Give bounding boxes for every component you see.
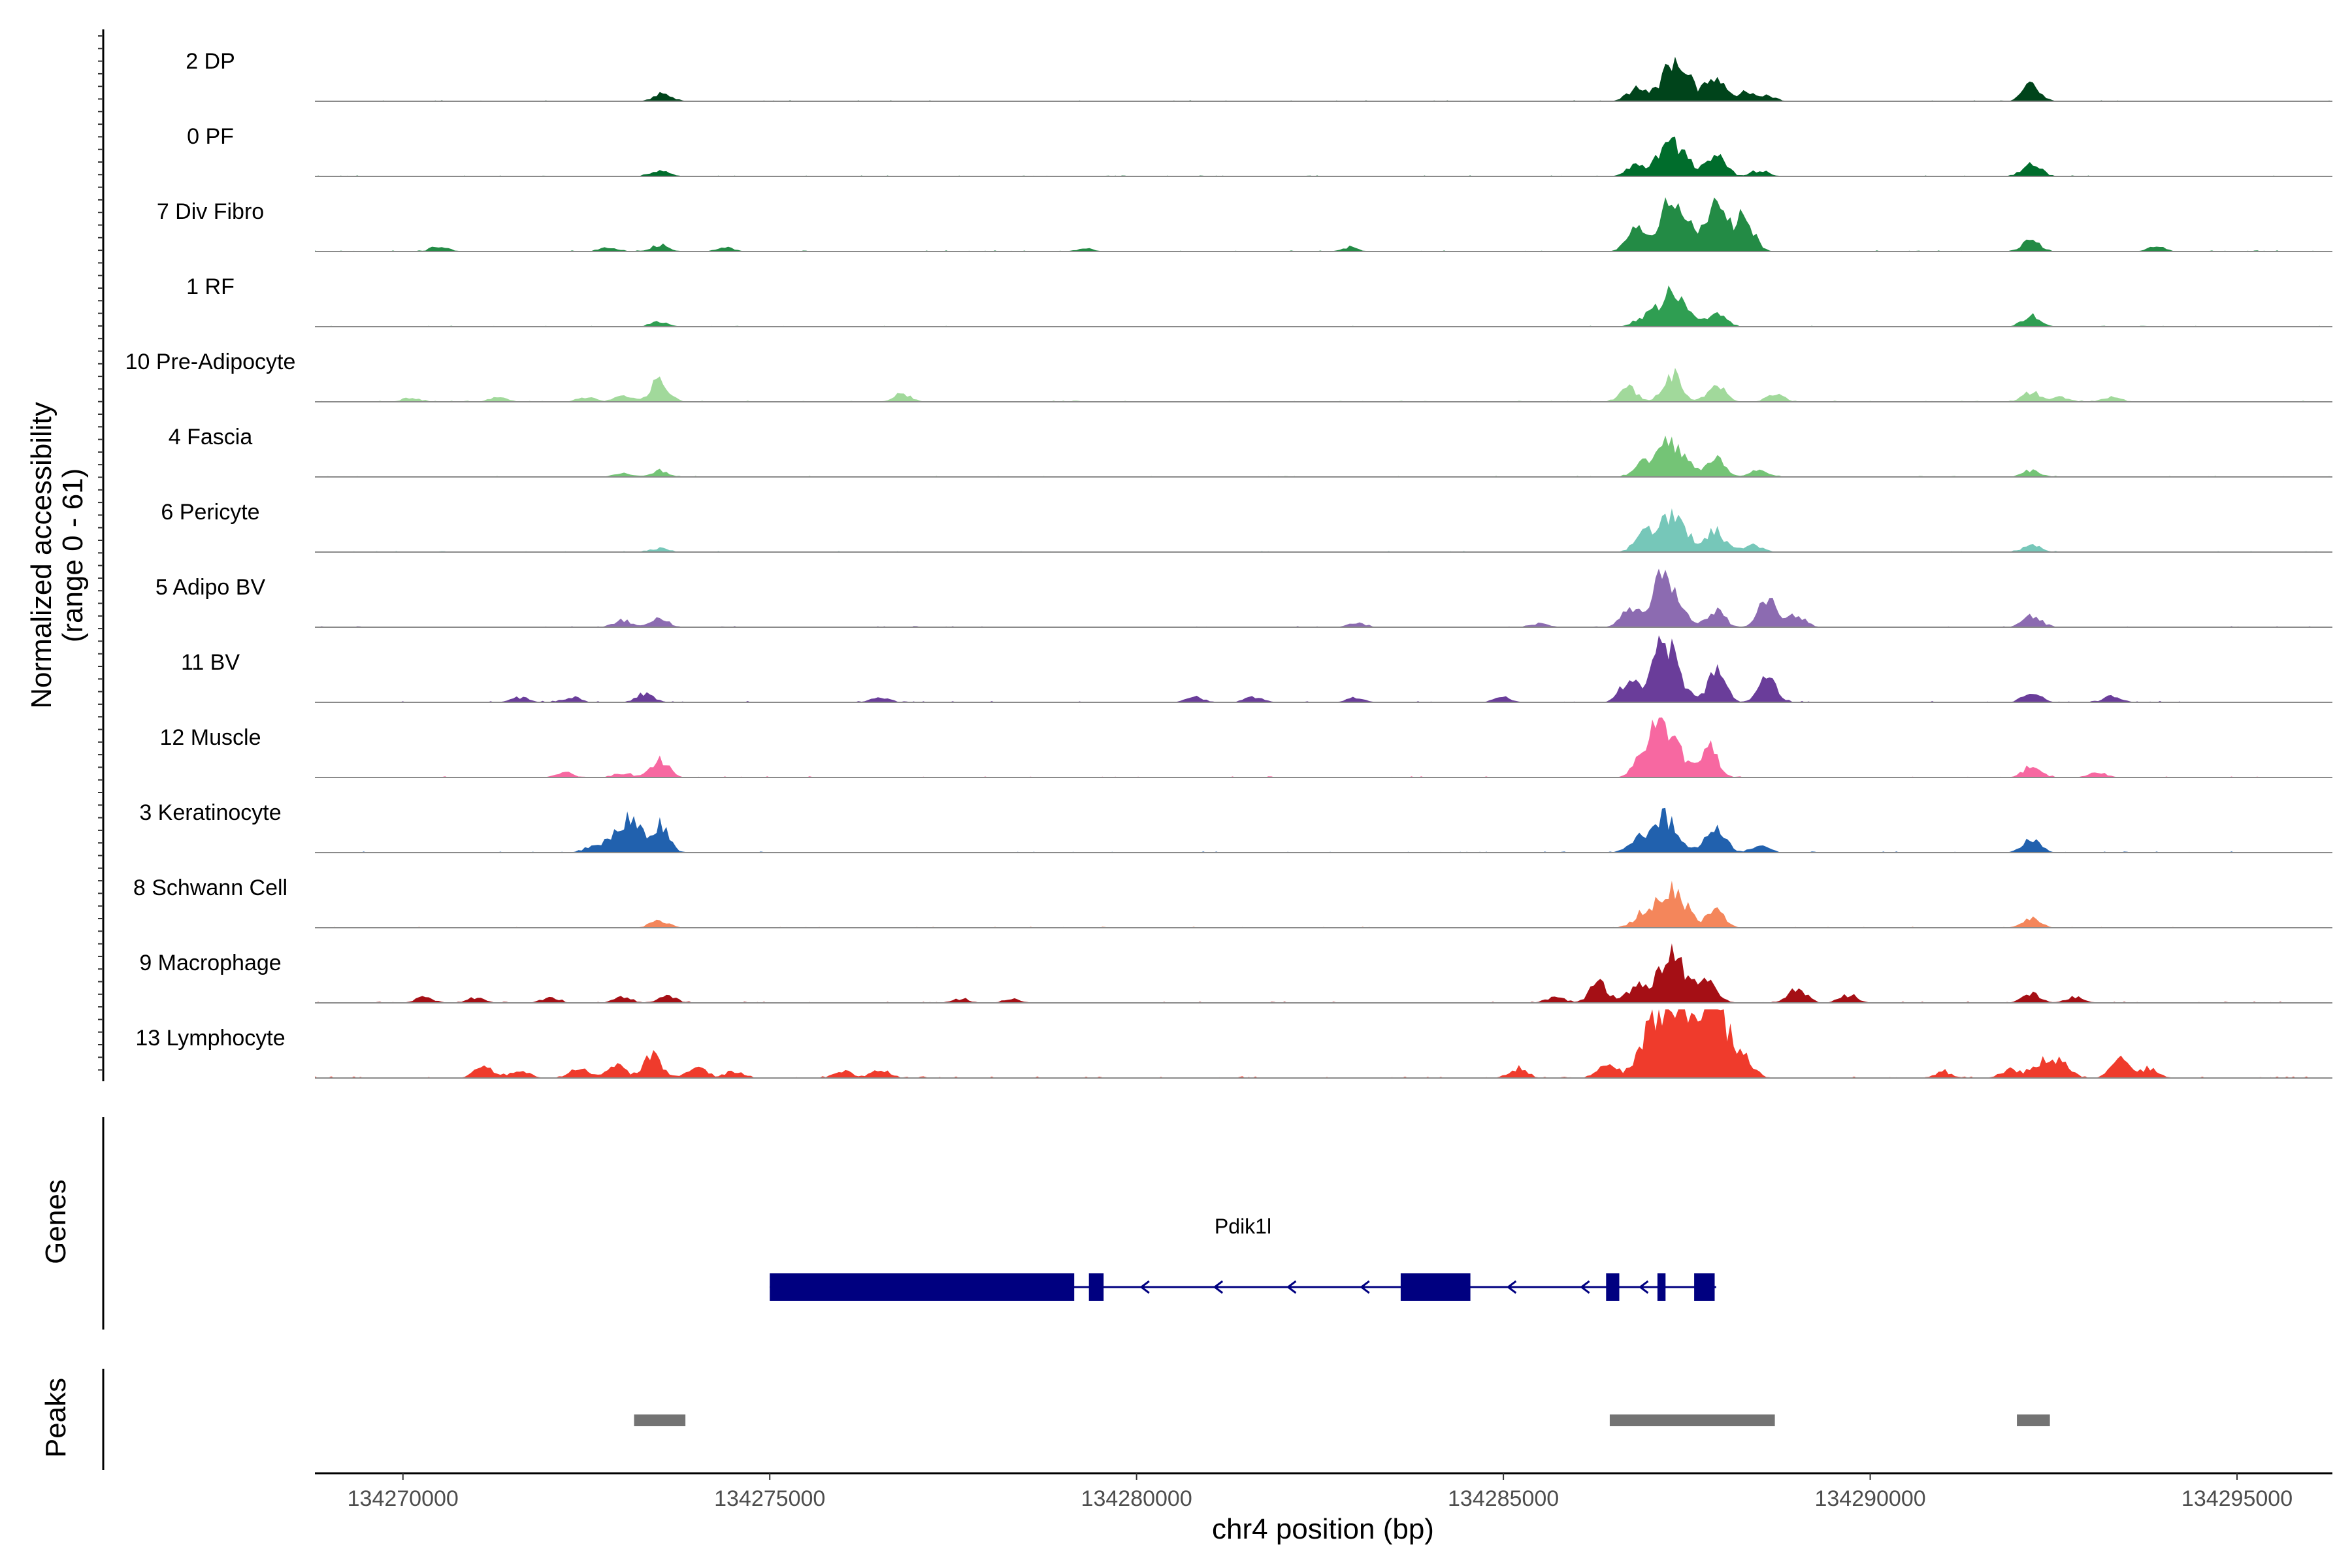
strand-arrow [1506, 1280, 1517, 1294]
track-label: 8 Schwann Cell [133, 875, 287, 900]
coverage-area [315, 137, 2332, 176]
track-label: 0 PF [187, 124, 234, 149]
track-1-rf: 1 RF [186, 274, 2332, 327]
coverage-area [315, 56, 2332, 101]
track-7-div-fibro: 7 Div Fibro [157, 197, 2332, 252]
track-label: 2 DP [186, 49, 235, 74]
track-5-adipo-bv: 5 Adipo BV [155, 568, 2332, 628]
track-8-schwann-cell: 8 Schwann Cell [133, 875, 2332, 928]
x-tick-label: 134285000 [1448, 1486, 1559, 1511]
track-label: 4 Fascia [169, 425, 253, 449]
coverage-area [315, 635, 2332, 702]
peak-region [634, 1414, 686, 1426]
x-tick-label: 134295000 [2181, 1486, 2293, 1511]
genes-axis-title: Genes [40, 1179, 72, 1264]
coverage-area [315, 435, 2332, 477]
coverage-area [315, 717, 2332, 777]
coverage-area [315, 808, 2332, 853]
coverage-area [315, 508, 2332, 552]
gene-exon [770, 1273, 1075, 1301]
peak-panel [634, 1414, 2050, 1426]
track-label: 5 Adipo BV [155, 575, 266, 600]
coverage-area [315, 285, 2332, 327]
track-label: 3 Keratinocyte [139, 800, 281, 825]
strand-arrow [1580, 1280, 1590, 1294]
track-label: 6 Pericyte [161, 500, 259, 525]
gene-exon [1088, 1273, 1104, 1301]
peaks-axis-title: Peaks [40, 1378, 72, 1458]
strand-arrow [1139, 1280, 1150, 1294]
x-tick-label: 134280000 [1081, 1486, 1192, 1511]
y-axis-title-line1: Normalized accessibility [25, 402, 57, 708]
x-tick-label: 134270000 [348, 1486, 459, 1511]
x-axis: 134270000 134275000 134280000 134285000 1342… [315, 1472, 2332, 1511]
track-9-macrophage: 9 Macrophage [139, 943, 2332, 1004]
track-label: 7 Div Fibro [157, 199, 264, 224]
track-13-lymphocyte: 13 Lymphocyte [135, 1009, 2332, 1079]
track-0-pf: 0 PF [187, 124, 2332, 177]
peak-region [1609, 1414, 1775, 1426]
x-tick-label: 134290000 [1814, 1486, 1925, 1511]
strand-arrow [1286, 1280, 1297, 1294]
strand-arrow [1213, 1280, 1224, 1294]
track-label: 1 RF [186, 274, 235, 299]
track-6-pericyte: 6 Pericyte [161, 500, 2332, 553]
peak-region [2017, 1414, 2050, 1426]
coverage-area [315, 368, 2332, 402]
track-label: 13 Lymphocyte [135, 1026, 285, 1051]
track-3-keratinocyte: 3 Keratinocyte [139, 800, 2332, 853]
coverage-area [315, 197, 2332, 252]
x-axis-title: chr4 position (bp) [1212, 1513, 1434, 1545]
track-label: 9 Macrophage [139, 951, 281, 975]
coverage-area [315, 568, 2332, 627]
track-4-fascia: 4 Fascia [169, 425, 2332, 478]
gene-panel: Pdik1l [770, 1215, 1716, 1301]
track-label: 11 BV [181, 650, 240, 675]
accessibility-tracks: 2 DP 0 PF 7 Div Fibro 1 RF 10 Pre-Adipocyte 4… [125, 49, 2332, 1079]
gene-exon [1657, 1273, 1666, 1301]
track-11-bv: 11 BV [181, 635, 2332, 703]
track-2-dp: 2 DP [186, 49, 2332, 102]
track-12-muscle: 12 Muscle [160, 717, 2332, 778]
coverage-area [315, 943, 2332, 1003]
y-axis-title-line2: (range 0 - 61) [57, 468, 89, 643]
track-label: 10 Pre-Adipocyte [125, 350, 296, 374]
track-label: 12 Muscle [160, 725, 261, 750]
gene-name-label: Pdik1l [1215, 1215, 1271, 1238]
gene-exon [1606, 1273, 1620, 1301]
coverage-area [315, 881, 2332, 928]
gene-exon [1694, 1273, 1715, 1301]
coverage-area [315, 1009, 2332, 1078]
left-axes [98, 29, 105, 1470]
track-10-pre-adipocyte: 10 Pre-Adipocyte [125, 350, 2332, 402]
strand-arrow [1638, 1280, 1649, 1294]
gene-exon [1400, 1273, 1471, 1301]
strand-arrow [1360, 1280, 1370, 1294]
x-tick-label: 134275000 [714, 1486, 825, 1511]
